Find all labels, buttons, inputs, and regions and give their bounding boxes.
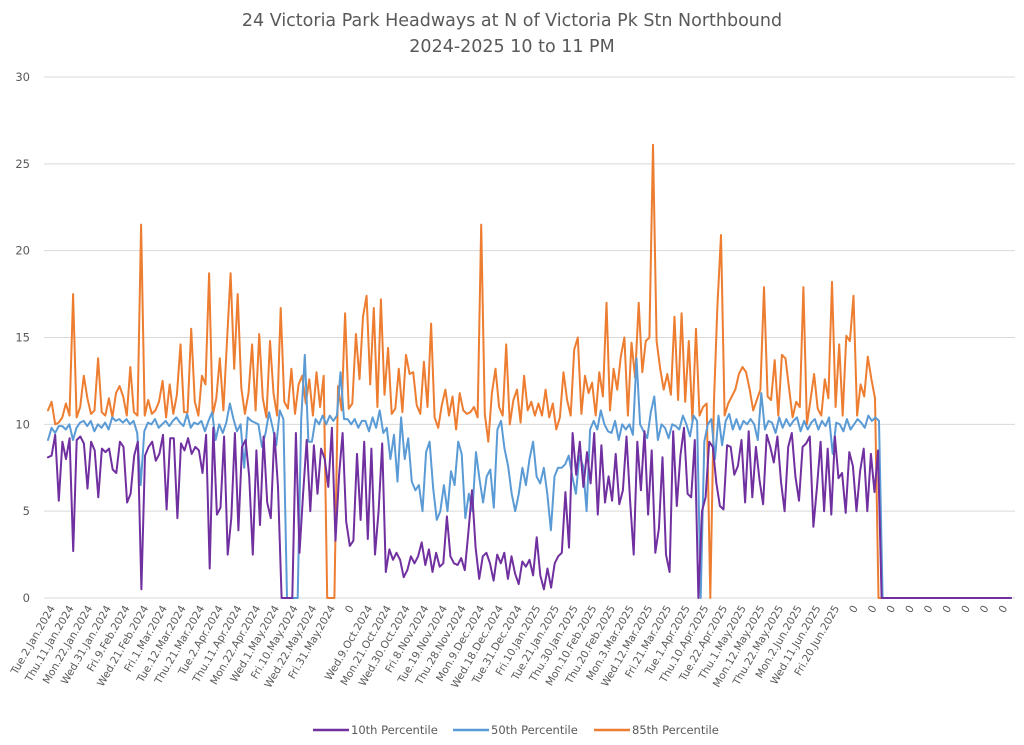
y-tick-label: 5 xyxy=(23,504,30,518)
y-tick-label: 20 xyxy=(15,244,30,258)
legend-item-p50: 50th Percentile xyxy=(453,723,578,737)
y-tick-label: 15 xyxy=(15,331,30,345)
x-tick-label: 0 xyxy=(884,604,898,616)
legend-label-p10: 10th Percentile xyxy=(351,723,438,737)
legend-label-p50: 50th Percentile xyxy=(491,723,578,737)
series-line-p85 xyxy=(47,143,1012,599)
series-line-p10 xyxy=(47,426,1012,599)
legend-item-p10: 10th Percentile xyxy=(313,723,438,737)
legend-label-p85: 85th Percentile xyxy=(632,723,719,737)
y-axis-ticks: 0 5 10 15 20 25 30 xyxy=(15,70,30,605)
gridlines xyxy=(44,76,1015,599)
y-tick-label: 25 xyxy=(15,157,30,171)
chart-subtitle: 2024-2025 10 to 11 PM xyxy=(409,37,614,57)
x-tick-label: 0 xyxy=(343,604,357,616)
x-tick-label: 0 xyxy=(959,604,973,616)
series-line-p50 xyxy=(47,353,1012,599)
y-tick-label: 10 xyxy=(15,417,30,431)
chart-title: 24 Victoria Park Headways at N of Victor… xyxy=(242,11,782,31)
x-tick-label: 0 xyxy=(997,604,1011,616)
x-tick-label: 0 xyxy=(866,604,880,616)
series-lines xyxy=(47,143,1012,599)
x-tick-label: 0 xyxy=(941,604,955,616)
legend: 10th Percentile 50th Percentile 85th Per… xyxy=(313,723,719,737)
y-tick-label: 0 xyxy=(23,591,30,605)
x-tick-label: 0 xyxy=(847,604,861,616)
legend-item-p85: 85th Percentile xyxy=(594,723,719,737)
x-tick-label: 0 xyxy=(922,604,936,616)
x-tick-label: 0 xyxy=(978,604,992,616)
x-tick-label: 0 xyxy=(903,604,917,616)
y-tick-label: 30 xyxy=(15,70,30,84)
x-axis-ticks: Tue.2.Jan.2024Thu.11.Jan.2024Mon.22.Jan.… xyxy=(8,603,1010,690)
